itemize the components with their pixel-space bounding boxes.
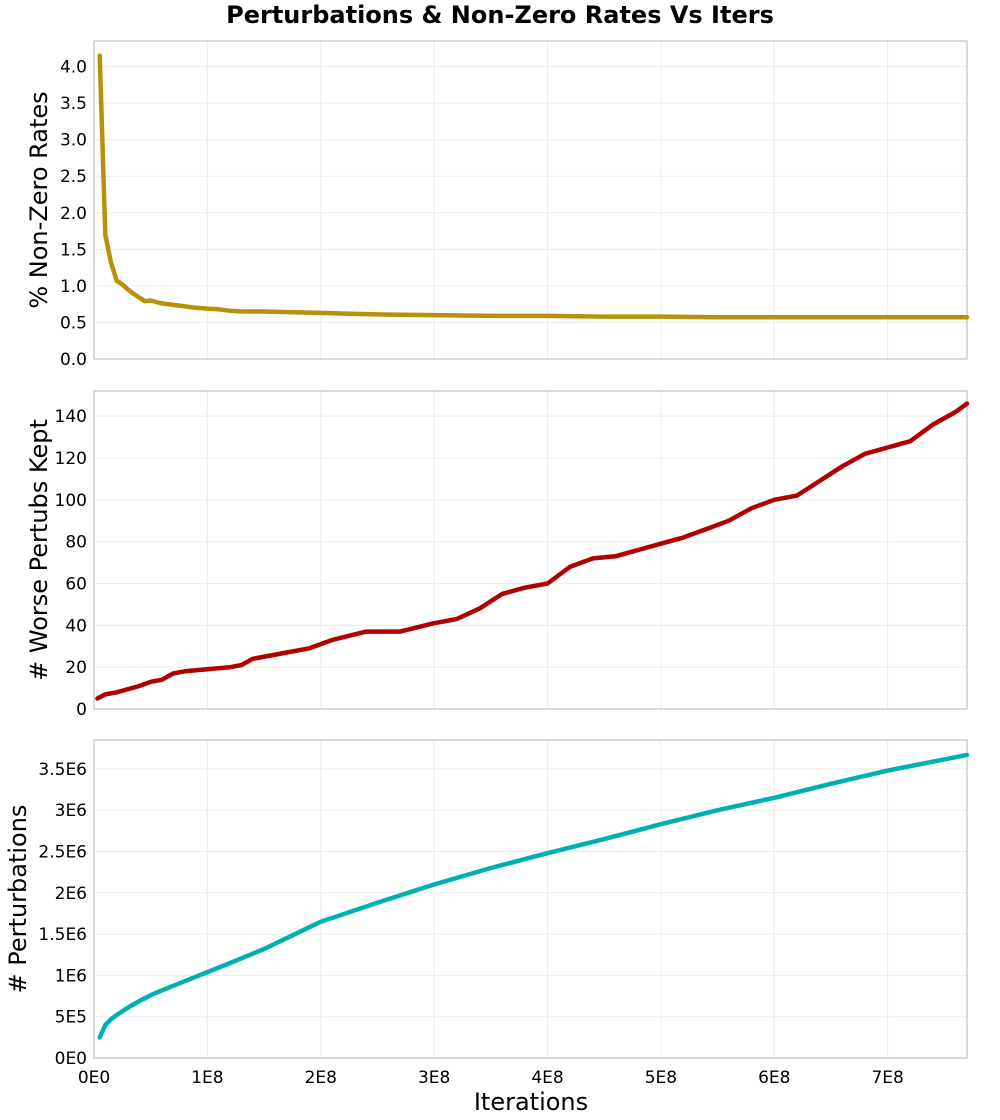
panel-2-ytick-label-3: 60: [65, 574, 87, 594]
panel-3-frame: [93, 739, 968, 1059]
panel-1: 0.0 0.5 1.0 1.5 2.0 2.5 3.0 3.5 4.0 % Non-Zero Ra…: [25, 40, 970, 370]
panel-1-ytick-label-7: 3.5: [60, 94, 87, 114]
x-tick-label-6: 6E8: [758, 1068, 790, 1088]
panel-3-ytick-label-3: 1.5E6: [38, 925, 87, 945]
x-axis-label: Iterations: [474, 1088, 588, 1116]
panel-3-ytick-label-5: 2.5E6: [38, 843, 87, 863]
panel-2-ytick-label-7: 140: [55, 407, 87, 427]
x-tick-label-0: 0E0: [78, 1068, 110, 1088]
panel-2-ytick-label-4: 80: [65, 533, 87, 553]
x-tick-label-7: 7E8: [871, 1068, 903, 1088]
panel-3-ytick-label-0: 0E0: [55, 1049, 87, 1069]
panel-3-ytick-label-6: 3E6: [55, 801, 87, 821]
x-tick-label-3: 3E8: [418, 1068, 450, 1088]
panel-1-ytick-label-0: 0.0: [60, 350, 87, 370]
panel-3-ytick-label-7: 3.5E6: [38, 760, 87, 780]
chart-title: Perturbations & Non-Zero Rates Vs Iters: [226, 1, 774, 29]
x-tick-label-2: 2E8: [305, 1068, 337, 1088]
panel-3-y-axis-label: # Perturbations: [4, 805, 32, 994]
panel-1-ytick-label-4: 2.0: [60, 204, 87, 224]
panel-3-ytick-label-1: 5E5: [55, 1008, 87, 1028]
panel-1-frame: [93, 40, 968, 360]
panel-3-series-line: [97, 752, 970, 1040]
panel-2-frame: [93, 390, 968, 710]
panel-2-ytick-label-5: 100: [55, 491, 87, 511]
panel-3-ytick-label-4: 2E6: [55, 884, 87, 904]
panel-1-ytick-label-2: 1.0: [60, 277, 87, 297]
panel-2-ytick-label-1: 20: [65, 658, 87, 678]
x-tick-label-1: 1E8: [191, 1068, 223, 1088]
x-tick-label-5: 5E8: [645, 1068, 677, 1088]
panel-1-y-axis-label: % Non-Zero Rates: [25, 91, 53, 308]
panel-1-ytick-label-1: 0.5: [60, 313, 87, 333]
panel-1-series-line: [97, 53, 970, 320]
panel-1-ytick-label-5: 2.5: [60, 167, 87, 187]
panel-2: 0 20 40 60 80 100 120 140# Worse Pertubs Kept: [25, 390, 970, 720]
x-tick-label-4: 4E8: [531, 1068, 563, 1088]
panel-1-ytick-label-6: 3.0: [60, 131, 87, 151]
panels-group: 0.0 0.5 1.0 1.5 2.0 2.5 3.0 3.5 4.0 % Non-Zero Ra…: [4, 40, 970, 1069]
panel-2-ytick-label-6: 120: [55, 449, 87, 469]
panel-3-ytick-label-2: 1E6: [55, 966, 87, 986]
panel-2-ytick-label-0: 0: [76, 700, 87, 720]
panel-2-y-axis-label: # Worse Pertubs Kept: [25, 419, 53, 681]
panel-1-ytick-label-3: 1.5: [60, 240, 87, 260]
panel-1-ytick-label-8: 4.0: [60, 58, 87, 78]
panel-2-ytick-label-2: 40: [65, 616, 87, 636]
panel-2-series-line: [95, 401, 970, 701]
x-axis: 0E0 1E8 2E8 3E8 4E8 5E8 6E8 7E8: [78, 1068, 904, 1088]
panel-3: 0E0 5E5 1E6 1.5E6 2E6 2.5E6 3E6 3.5E6 # Perturba…: [4, 739, 970, 1069]
